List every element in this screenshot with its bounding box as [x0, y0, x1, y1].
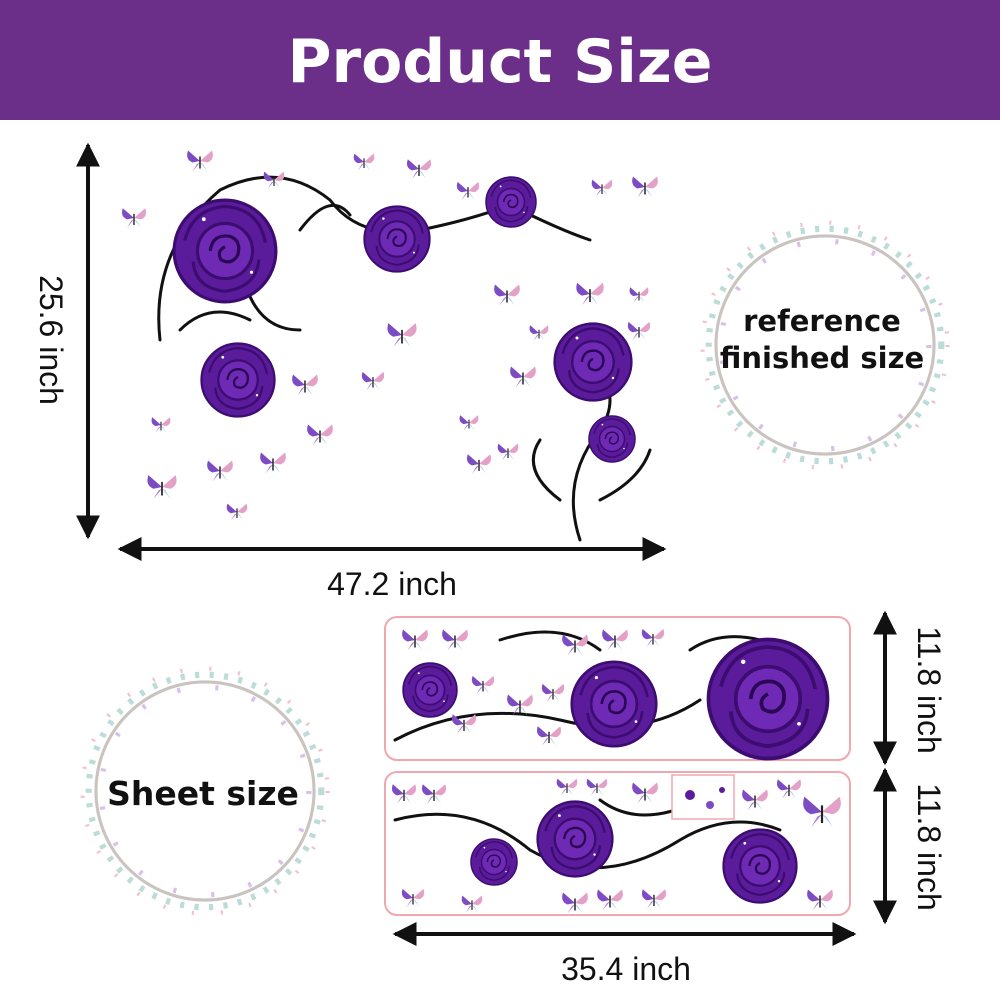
- badge-label: Sheet size: [107, 774, 299, 813]
- decoration: [719, 787, 725, 793]
- butterfly: [456, 181, 480, 201]
- badge-line: finished size: [720, 341, 924, 375]
- rose: [553, 322, 633, 402]
- rose: [402, 662, 458, 718]
- decoration: [671, 774, 735, 820]
- finished-height: 25.6 inch: [33, 275, 69, 405]
- rose: [588, 415, 636, 463]
- butterfly: [459, 414, 479, 432]
- decoration: [685, 790, 695, 800]
- butterfly: [361, 371, 385, 391]
- rose: [200, 342, 276, 418]
- butterfly: [529, 324, 549, 342]
- decoration: [393, 630, 762, 742]
- badge-line: reference: [743, 304, 901, 338]
- butterfly: [263, 171, 285, 189]
- rose: [570, 660, 658, 748]
- butterfly: [226, 503, 248, 522]
- rose: [470, 838, 518, 886]
- butterfly: [206, 459, 234, 483]
- butterfly: [306, 423, 334, 447]
- butterfly: [591, 179, 613, 197]
- butterfly: [466, 453, 492, 475]
- sheets: [384, 616, 851, 916]
- sheet-width: 35.4 inch: [561, 951, 691, 987]
- butterfly: [259, 451, 287, 475]
- decoration: [706, 801, 714, 809]
- butterfly: [291, 373, 319, 397]
- sheet-height: 11.8 inch: [911, 783, 947, 911]
- rose: [536, 800, 614, 878]
- title: Product Size: [288, 27, 713, 97]
- butterfly: [627, 321, 651, 341]
- finished-decal: [121, 149, 659, 542]
- butterfly: [509, 365, 537, 389]
- butterfly: [386, 322, 418, 348]
- butterfly: [406, 158, 432, 180]
- rose: [363, 205, 431, 273]
- rose: [706, 637, 830, 761]
- butterfly: [575, 281, 605, 307]
- rose: [172, 198, 278, 304]
- finished-width: 47.2 inch: [327, 566, 457, 602]
- butterfly: [146, 474, 178, 500]
- butterfly: [186, 149, 214, 173]
- butterfly: [629, 286, 649, 304]
- butterfly: [353, 153, 375, 171]
- butterfly: [121, 207, 147, 229]
- butterfly: [493, 283, 521, 307]
- butterfly: [631, 175, 659, 199]
- butterfly: [497, 443, 519, 461]
- header-band: [0, 0, 1000, 120]
- sheet-height: 11.8 inch: [911, 626, 947, 754]
- rose: [722, 828, 798, 904]
- butterfly: [151, 416, 171, 434]
- rose: [485, 176, 537, 228]
